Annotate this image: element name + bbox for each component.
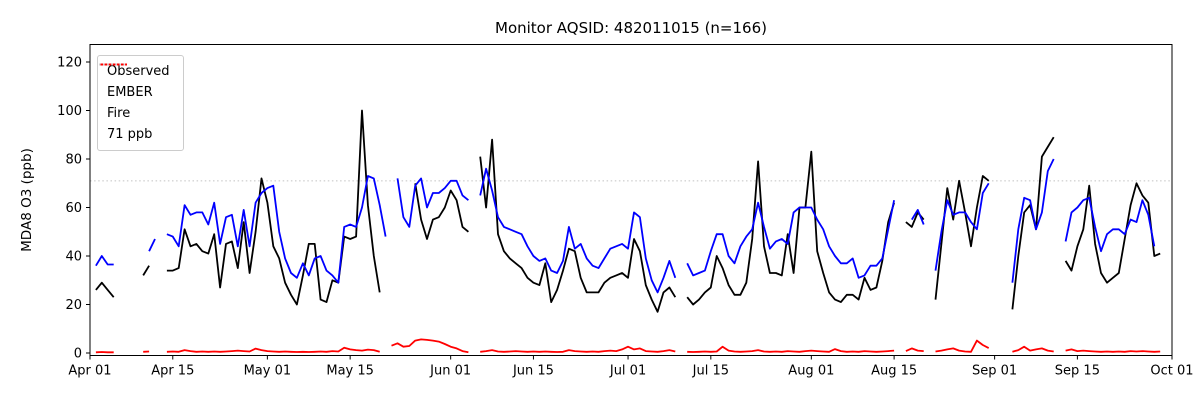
x-tick-label: Oct 01 xyxy=(1150,364,1193,379)
y-tick-label: 80 xyxy=(65,153,82,168)
x-tick-label: May 15 xyxy=(326,364,374,379)
legend-item-ember: EMBER xyxy=(99,63,170,101)
x-tick-label: Apr 01 xyxy=(68,364,111,379)
y-tick-label: 40 xyxy=(65,250,82,265)
ember-line xyxy=(95,158,1156,294)
fire-line xyxy=(95,338,1161,354)
legend-label: Fire xyxy=(107,106,131,121)
observed-line xyxy=(95,109,1161,313)
plot-border xyxy=(89,44,1173,356)
x-tick-label: May 01 xyxy=(244,364,292,379)
y-tick-label: 0 xyxy=(74,347,82,362)
y-axis-label: MDA8 O3 (ppb) xyxy=(19,148,35,252)
legend-label: 71 ppb xyxy=(107,127,153,142)
x-tick-label: Apr 15 xyxy=(151,364,194,379)
legend-label: Observed xyxy=(107,64,170,79)
x-tick-label: Aug 01 xyxy=(788,364,834,379)
chart-title: Monitor AQSID: 482011015 (n=166) xyxy=(495,19,767,37)
y-tick-label: 100 xyxy=(57,104,82,119)
x-tick-label: Jun 15 xyxy=(512,364,554,379)
x-tick-label: Jul 15 xyxy=(692,364,729,379)
legend: Observed EMBER Fire 71 ppb xyxy=(97,55,184,151)
y-tick-label: 60 xyxy=(65,201,82,216)
x-tick-label: Aug 15 xyxy=(871,364,917,379)
legend-swatch-dotted-line xyxy=(99,63,127,66)
legend-item-fire: Fire xyxy=(99,63,170,122)
x-tick-label: Sep 01 xyxy=(972,364,1017,379)
x-tick-label: Jun 01 xyxy=(429,364,471,379)
legend-item-71-ppb: 71 ppb xyxy=(99,63,170,143)
y-tick-label: 20 xyxy=(65,298,82,313)
y-tick-label: 120 xyxy=(57,56,82,71)
legend-label: EMBER xyxy=(107,85,153,100)
x-tick-label: Jul 01 xyxy=(609,364,646,379)
x-tick-label: Sep 15 xyxy=(1055,364,1100,379)
